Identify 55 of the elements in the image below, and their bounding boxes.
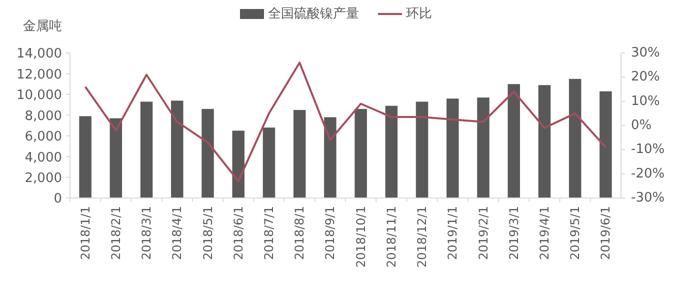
bar (538, 85, 551, 198)
x-tick-label: 2018/2/1 (108, 206, 123, 260)
x-tick-label: 2019/6/1 (598, 206, 613, 260)
line-series (84, 62, 607, 182)
x-tick-label: 2018/5/1 (200, 206, 215, 260)
bar (140, 102, 153, 198)
y-tick-label: 10,000 (16, 88, 62, 104)
y-tick-label: 6,000 (24, 130, 62, 145)
bar (293, 110, 306, 198)
x-tick-label: 2019/1/1 (446, 206, 460, 260)
bar (354, 108, 367, 198)
bar (79, 116, 92, 198)
x-tick-label: 2018/1/1 (78, 206, 92, 260)
legend-label: 环比 (406, 6, 432, 22)
y2-tick-label: -10% (631, 142, 665, 158)
bar (446, 98, 459, 198)
bar (171, 100, 184, 198)
y-axis-title: 金属吨 (23, 19, 62, 34)
x-tick-label: 2019/3/1 (506, 206, 521, 260)
y2-tick-label: 20% (631, 70, 660, 85)
bar (568, 78, 582, 198)
x-tick-label: 2019/4/1 (537, 206, 552, 260)
y-tick-label: 4,000 (24, 150, 62, 166)
x-tick-label: 2019/2/1 (476, 206, 490, 260)
y-tick-label: 0 (54, 192, 62, 207)
y-tick-label: 12,000 (16, 67, 62, 82)
x-tick-label: 2018/10/1 (354, 206, 368, 268)
y2-tick-label: -20% (631, 166, 665, 182)
bar (477, 98, 490, 198)
x-tick-label: 2018/4/1 (170, 206, 184, 260)
x-tick-label: 2018/8/1 (292, 206, 307, 260)
x-tick-label: 2018/6/1 (231, 206, 246, 260)
y2-tick-label: 0% (631, 118, 652, 133)
bar (232, 130, 244, 198)
bar (202, 108, 214, 198)
y2-tick-label: -30% (631, 190, 665, 206)
y-tick-label: 14,000 (16, 46, 62, 62)
y-tick-label: 2,000 (24, 170, 62, 186)
y-tick-label: 8,000 (24, 108, 62, 124)
y2-tick-label: 10% (631, 94, 660, 109)
bar (262, 128, 276, 198)
x-tick-label: 2018/3/1 (140, 206, 154, 260)
x-tick-label: 2018/12/1 (415, 206, 430, 268)
x-tick-label: 2018/7/1 (262, 206, 276, 260)
bar (416, 102, 428, 198)
bar (324, 117, 336, 198)
bar (600, 91, 612, 198)
bar (385, 106, 398, 198)
legend-label: 全国硫酸镍产量 (268, 6, 359, 22)
x-tick-label: 2019/5/1 (568, 206, 582, 260)
x-tick-label: 2018/11/1 (384, 206, 398, 268)
bar (508, 84, 520, 198)
x-tick-label: 2018/9/1 (323, 206, 338, 260)
y2-tick-label: 30% (631, 46, 660, 60)
bar (110, 118, 122, 198)
